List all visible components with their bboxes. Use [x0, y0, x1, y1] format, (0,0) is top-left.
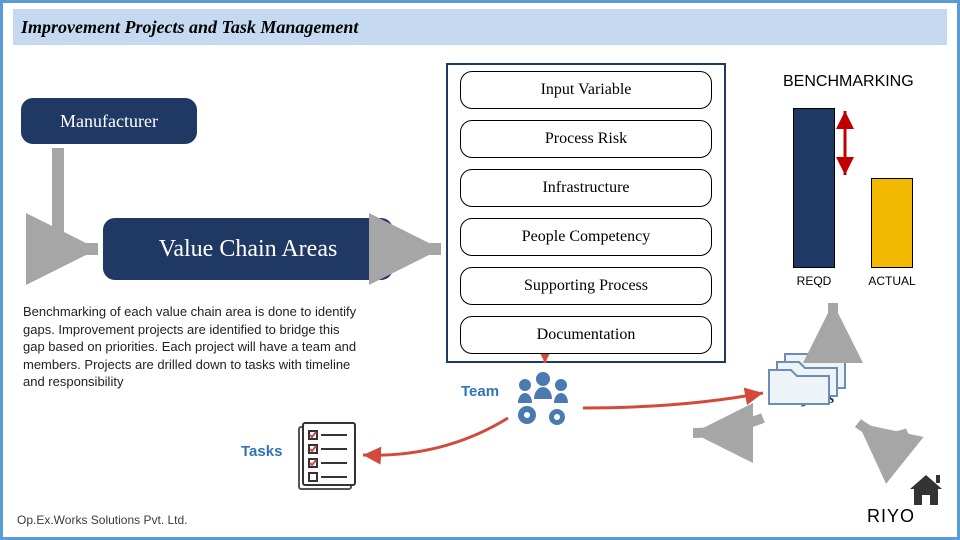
- arrow-projects-left: [693, 418, 763, 433]
- benchmarking-title: BENCHMARKING: [783, 73, 914, 91]
- value-chain-label: Value Chain Areas: [159, 236, 338, 263]
- description-text: Benchmarking of each value chain area is…: [23, 303, 363, 391]
- manufacturer-node: Manufacturer: [21, 98, 197, 144]
- team-icon: [518, 372, 568, 425]
- footer-company: Op.Ex.Works Solutions Pvt. Ltd.: [17, 513, 188, 527]
- category-infrastructure: Infrastructure: [460, 169, 712, 207]
- tasks-label: Tasks: [241, 443, 282, 460]
- page-title: Improvement Projects and Task Management: [21, 17, 358, 38]
- category-supporting-process: Supporting Process: [460, 267, 712, 305]
- category-people-competency: People Competency: [460, 218, 712, 256]
- arrow-team-to-tasks: [363, 418, 508, 455]
- projects-label: Projects: [778, 388, 835, 408]
- arrow-team-to-projects: [583, 393, 763, 408]
- bar-actual-label: ACTUAL: [865, 274, 919, 288]
- team-label: Team: [461, 383, 499, 400]
- arrow-mfr-to-value: [58, 148, 98, 249]
- home-icon: [910, 475, 942, 505]
- title-bar: Improvement Projects and Task Management: [13, 9, 947, 45]
- manufacturer-label: Manufacturer: [60, 111, 158, 132]
- bar-actual: [871, 178, 913, 268]
- footer-brand: RIYO: [867, 506, 915, 527]
- tasks-icon: [299, 423, 355, 489]
- arrow-to-projects: [858, 423, 908, 436]
- bar-reqd-label: REQD: [787, 274, 841, 288]
- category-input-variable: Input Variable: [460, 71, 712, 109]
- bar-reqd: [793, 108, 835, 268]
- category-documentation: Documentation: [460, 316, 712, 354]
- value-chain-node: Value Chain Areas: [103, 218, 393, 280]
- category-process-risk: Process Risk: [460, 120, 712, 158]
